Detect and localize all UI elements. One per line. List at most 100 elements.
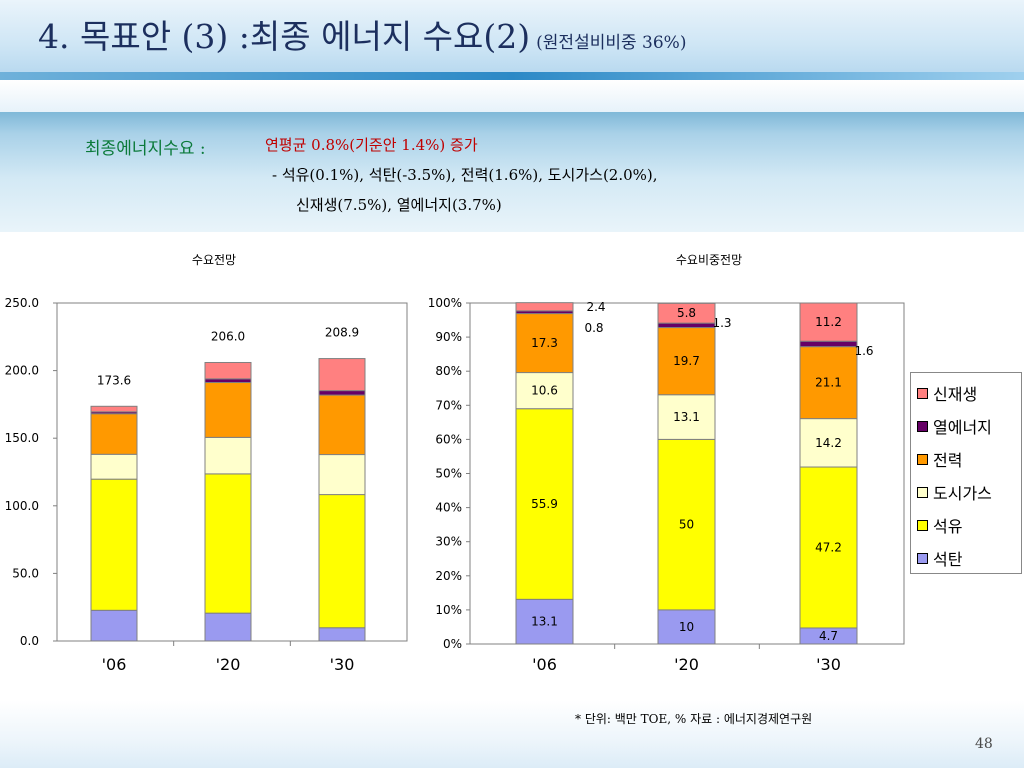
legend-label: 열에너지 [933,418,992,437]
summary-label: 최종에너지수요 : [85,139,206,159]
chart2-bar-석유 [657,438,716,611]
summary-text: 연평균 0.8%(기준안 1.4%) 증가 [265,136,478,154]
chart2-x-tick-label: '06 [532,655,557,674]
chart2-data-label: 1.6 [854,344,873,358]
header-banner: 4. 목표안 (3) :최종 에너지 수요(2) (원전설비비중 36%) [0,0,1024,80]
chart1-bar-석탄 [204,612,252,642]
chart2-bar-열에너지 [799,340,858,348]
chart2-bar-석탄 [515,598,574,645]
chart1-total-label: 208.9 [325,326,359,340]
chart2-y-tick-label: 20% [435,569,462,583]
page-title: 4. 목표안 (3) :최종 에너지 수요(2) (원전설비비중 36%) [38,10,686,58]
page-subtitle: (원전설비비중 36%) [536,33,687,53]
chart1-y-tick-label: 0.0 [20,634,39,648]
chart2-data-label: 10.6 [531,384,558,398]
legend-item: 열에너지 [917,414,992,437]
chart1-bar-도시가스 [90,453,138,480]
legend-swatch [917,553,928,564]
chart2-bar-도시가스 [515,372,574,410]
chart2-bar-신재생 [515,302,574,312]
chart1-y-tick-label: 200.0 [5,364,39,378]
chart2-bar-신재생 [799,302,858,342]
chart1-x-tick-label: '06 [102,655,127,674]
chart1-bar-열에너지 [318,390,366,396]
chart2-data-label: 55.9 [531,497,558,511]
legend-item: 석유 [917,513,963,536]
chart2-bar-신재생 [657,302,716,324]
legend-swatch [917,487,928,498]
page-number: 48 [975,736,993,752]
chart2-bar-도시가스 [799,418,858,468]
page-title-text: 4. 목표안 (3) :최종 에너지 수요(2) [38,17,531,56]
chart1-bar-열에너지 [204,378,252,383]
chart2-y-tick-label: 90% [435,330,462,344]
legend-swatch [917,520,928,531]
chart2-y-tick-label: 70% [435,398,462,412]
chart2-data-label: 21.1 [815,376,842,390]
chart2-y-tick-label: 60% [435,432,462,446]
chart2-data-label: 1.3 [712,316,731,330]
chart1-x-tick-label: '30 [330,655,355,674]
chart1-bar-전력 [90,413,138,455]
chart2-bar-전력 [657,327,716,396]
chart2-bar-열에너지 [657,322,716,329]
chart1-y-tick-label: 100.0 [5,499,39,513]
chart1-bar-석유 [318,494,366,629]
chart1-bar-석탄 [318,627,366,642]
chart1-total-label: 173.6 [97,373,131,387]
chart1-y-tick-label: 150.0 [5,431,39,445]
chart2-x-tick-label: '20 [674,655,699,674]
legend-label: 석탄 [933,550,963,569]
chart1-bar-도시가스 [204,436,252,475]
legend-label: 석유 [933,517,963,536]
chart1-y-tick-label: 50.0 [12,566,39,580]
summary-line-1: - 석유(0.1%), 석탄(-3.5%), 전력(1.6%), 도시가스(2.… [272,166,658,184]
chart2-y-tick-label: 10% [435,603,462,617]
chart1-title: 수요전망 [191,253,237,267]
chart2-data-label: 5.8 [677,306,696,320]
chart2-y-tick-label: 40% [435,501,462,515]
legend-label: 전력 [933,451,963,470]
summary-line-2: 신재생(7.5%), 열에너지(3.7%) [296,196,502,214]
chart2-y-tick-label: 50% [435,467,462,481]
chart2-bar-석탄 [657,609,716,645]
chart2-y-tick-label: 30% [435,535,462,549]
legend-label: 신재생 [933,385,978,404]
legend-swatch [917,421,928,432]
chart2-data-label: 13.1 [673,410,700,424]
chart1-bar-전력 [318,394,366,456]
chart2-title: 수요비중전망 [675,253,743,267]
chart2-data-label: 4.7 [819,629,838,643]
chart2-data-label: 2.4 [586,300,605,314]
legend-item: 도시가스 [917,480,992,503]
chart2-data-label: 11.2 [815,315,842,329]
chart1-bar-도시가스 [318,454,366,496]
chart2-data-label: 47.2 [815,540,842,554]
chart2-data-label: 10 [679,620,694,634]
legend-item: 전력 [917,447,963,470]
chart2-y-tick-label: 100% [428,296,462,310]
chart2-y-tick-label: 0% [443,637,462,651]
chart2-data-label: 50 [679,518,694,532]
chart1-bar-석유 [90,478,138,611]
chart1-bar-석유 [204,473,252,614]
legend-item: 석탄 [917,546,963,569]
chart1-bar-석탄 [90,609,138,642]
chart1-bar-신재생 [318,358,366,392]
chart1-x-tick-label: '20 [216,655,241,674]
legend-swatch [917,454,928,465]
chart2-data-label: 19.7 [673,354,700,368]
chart1-bar-전력 [204,381,252,438]
chart2-bar-전력 [799,346,858,420]
header-band [0,80,1024,112]
chart2-data-label: 17.3 [531,336,558,350]
legend-label: 도시가스 [933,484,992,503]
chart2-data-label: 0.8 [584,321,603,335]
chart2-bar-석유 [515,408,574,600]
chart2-y-tick-label: 80% [435,364,462,378]
summary-box: 최종에너지수요 : 연평균 0.8%(기준안 1.4%) 증가 - 석유(0.1… [0,112,1024,232]
chart1-total-label: 206.0 [211,329,245,343]
chart2-x-tick-label: '30 [816,655,841,674]
